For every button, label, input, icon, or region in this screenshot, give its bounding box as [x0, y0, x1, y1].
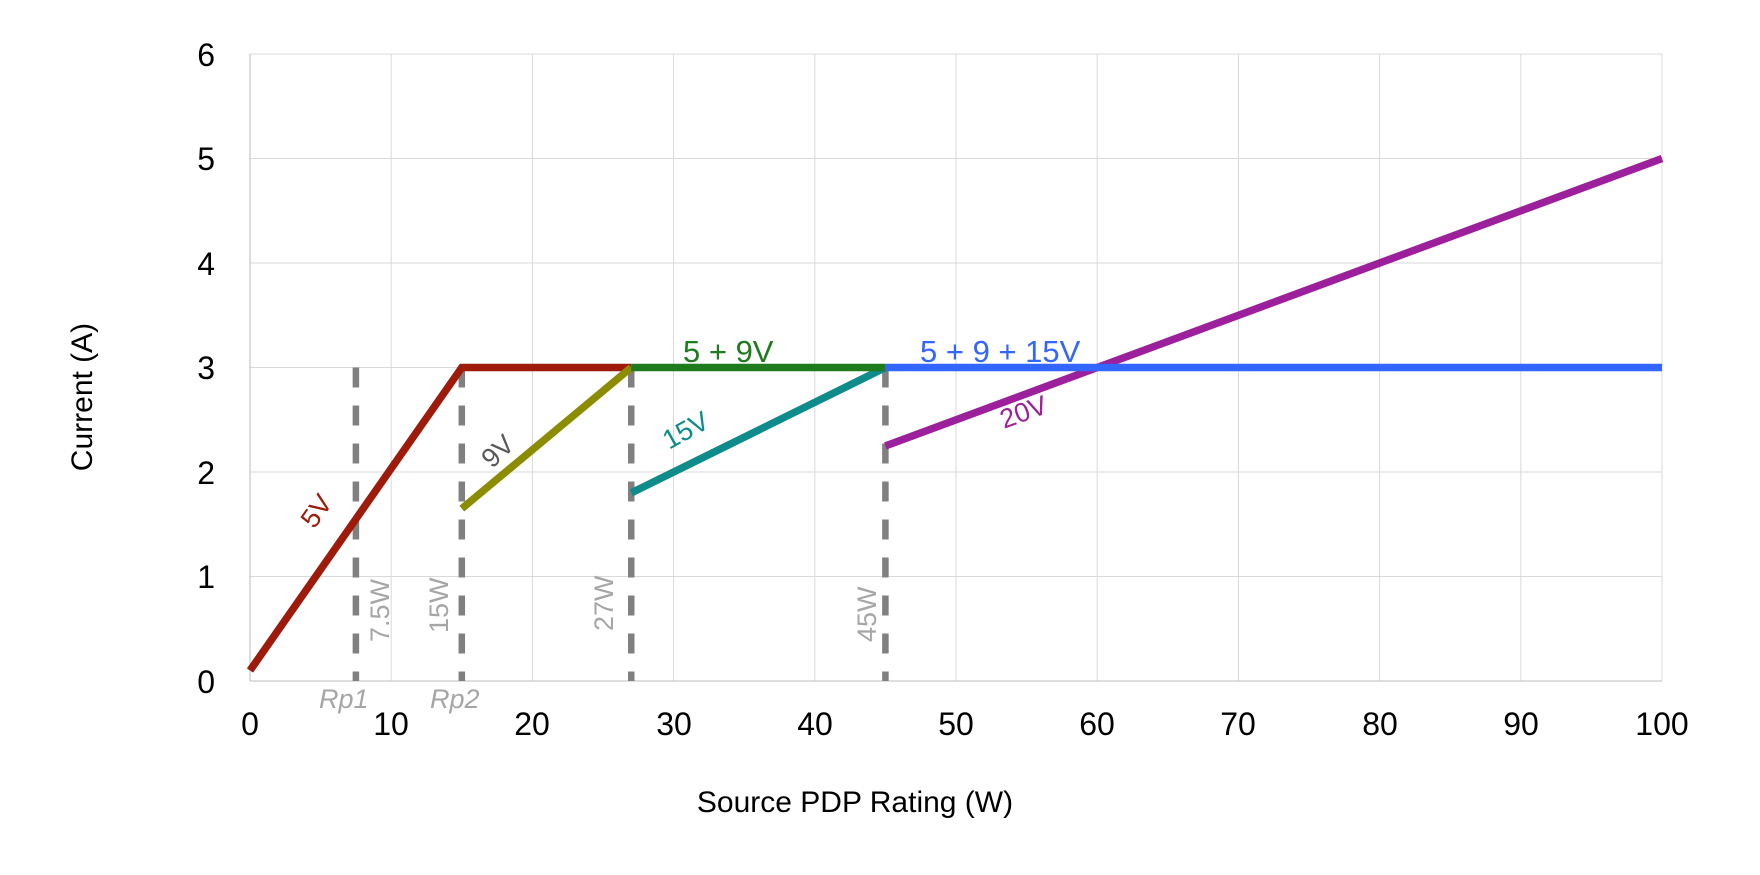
- svg-text:20: 20: [514, 706, 550, 742]
- svg-text:50: 50: [938, 706, 974, 742]
- svg-text:Current (A): Current (A): [66, 323, 99, 471]
- svg-text:60: 60: [1079, 706, 1115, 742]
- svg-text:0: 0: [197, 664, 215, 700]
- svg-text:10: 10: [373, 706, 409, 742]
- svg-text:2: 2: [197, 455, 215, 491]
- svg-text:Rp1: Rp1: [319, 684, 369, 714]
- svg-text:40: 40: [797, 706, 833, 742]
- svg-text:45W: 45W: [852, 586, 882, 642]
- svg-text:15V: 15V: [658, 406, 715, 456]
- svg-text:Source PDP Rating (W): Source PDP Rating (W): [697, 786, 1013, 819]
- svg-text:5: 5: [197, 141, 215, 177]
- svg-text:30: 30: [656, 706, 692, 742]
- svg-text:80: 80: [1362, 706, 1398, 742]
- svg-text:15W: 15W: [424, 577, 454, 633]
- svg-text:Rp2: Rp2: [430, 684, 480, 714]
- svg-text:70: 70: [1220, 706, 1256, 742]
- svg-text:4: 4: [197, 246, 215, 282]
- svg-text:1: 1: [197, 559, 215, 595]
- svg-text:3: 3: [197, 350, 215, 386]
- svg-text:20V: 20V: [996, 390, 1051, 435]
- svg-text:7.5W: 7.5W: [365, 578, 395, 642]
- svg-text:5 + 9V: 5 + 9V: [683, 334, 774, 369]
- svg-text:90: 90: [1503, 706, 1539, 742]
- svg-text:5V: 5V: [295, 489, 339, 533]
- svg-text:27W: 27W: [589, 575, 619, 631]
- svg-text:100: 100: [1635, 706, 1688, 742]
- svg-text:6: 6: [197, 37, 215, 73]
- svg-text:5 + 9 + 15V: 5 + 9 + 15V: [920, 334, 1081, 369]
- svg-text:0: 0: [241, 706, 259, 742]
